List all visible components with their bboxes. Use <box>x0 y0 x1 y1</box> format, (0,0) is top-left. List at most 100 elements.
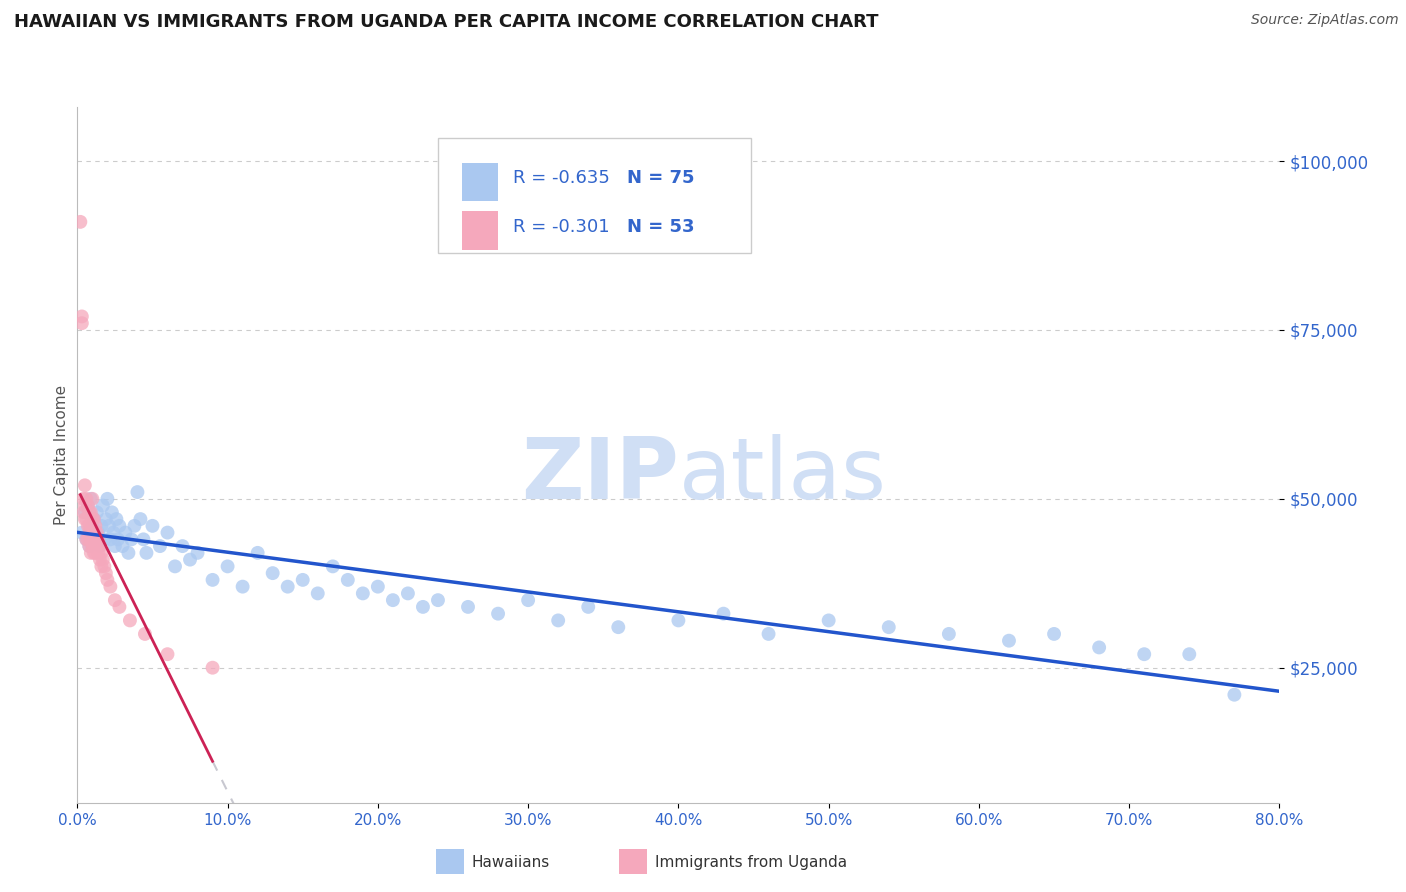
Point <box>104 539 127 553</box>
Point <box>103 525 125 540</box>
Point <box>84 519 107 533</box>
Point <box>91 552 114 566</box>
Point <box>105 512 128 526</box>
Point <box>179 552 201 566</box>
Point <box>149 539 172 553</box>
Point <box>69 215 91 229</box>
Point <box>82 539 104 553</box>
Point <box>82 491 104 506</box>
Point <box>76 533 98 547</box>
Point <box>79 525 101 540</box>
Text: Source: ZipAtlas.com: Source: ZipAtlas.com <box>1251 13 1399 28</box>
Point <box>817 614 839 628</box>
Point <box>336 573 359 587</box>
FancyBboxPatch shape <box>463 211 498 250</box>
Point <box>998 633 1021 648</box>
Point <box>76 499 98 513</box>
Text: N = 53: N = 53 <box>627 218 695 235</box>
Point <box>713 607 735 621</box>
Point <box>80 533 103 547</box>
Point <box>352 586 374 600</box>
Point <box>73 499 96 513</box>
Point <box>201 573 224 587</box>
Point <box>87 525 110 540</box>
Point <box>668 614 690 628</box>
Point <box>89 539 111 553</box>
Point <box>135 546 157 560</box>
Point <box>134 627 156 641</box>
Point <box>104 593 127 607</box>
Point <box>576 599 599 614</box>
Point <box>80 505 103 519</box>
Point <box>547 614 569 628</box>
Point <box>72 491 94 506</box>
Point <box>367 580 389 594</box>
Point <box>91 499 114 513</box>
Point <box>83 539 105 553</box>
Point <box>1178 647 1201 661</box>
Point <box>120 533 142 547</box>
Point <box>86 525 108 540</box>
Point <box>76 519 98 533</box>
Point <box>90 519 112 533</box>
Point <box>156 647 179 661</box>
Point <box>1043 627 1066 641</box>
Point <box>86 539 108 553</box>
Point <box>79 539 101 553</box>
Point <box>124 519 146 533</box>
Point <box>100 580 122 594</box>
Point <box>114 525 136 540</box>
Point <box>73 478 96 492</box>
Point <box>93 559 115 574</box>
Point <box>877 620 900 634</box>
Point <box>108 599 131 614</box>
Text: Immigrants from Uganda: Immigrants from Uganda <box>655 855 848 870</box>
Point <box>70 316 93 330</box>
FancyBboxPatch shape <box>439 138 751 253</box>
Text: HAWAIIAN VS IMMIGRANTS FROM UGANDA PER CAPITA INCOME CORRELATION CHART: HAWAIIAN VS IMMIGRANTS FROM UGANDA PER C… <box>14 13 879 31</box>
Point <box>80 519 103 533</box>
Point <box>127 485 149 500</box>
Point <box>607 620 630 634</box>
Point <box>75 512 97 526</box>
Text: ZIP: ZIP <box>520 434 679 517</box>
Point <box>172 539 194 553</box>
Point <box>201 661 224 675</box>
Point <box>70 310 93 324</box>
Text: atlas: atlas <box>679 434 886 517</box>
Point <box>90 559 112 574</box>
Point <box>84 533 107 547</box>
Point <box>75 533 97 547</box>
Point <box>83 525 105 540</box>
Text: N = 75: N = 75 <box>627 169 695 187</box>
Point <box>111 539 134 553</box>
Point <box>291 573 314 587</box>
Point <box>938 627 960 641</box>
Point <box>217 559 239 574</box>
Point <box>381 593 404 607</box>
Point <box>83 512 105 526</box>
Point <box>89 552 111 566</box>
Point <box>186 546 209 560</box>
Point <box>90 546 112 560</box>
Point <box>73 505 96 519</box>
Point <box>117 546 139 560</box>
Point <box>70 525 93 540</box>
Point <box>83 512 105 526</box>
Point <box>87 546 110 560</box>
Point <box>79 505 101 519</box>
Point <box>73 512 96 526</box>
Point <box>1223 688 1246 702</box>
Point <box>79 539 101 553</box>
Point <box>262 566 284 581</box>
Point <box>89 539 111 553</box>
Point <box>486 607 509 621</box>
Point <box>129 512 152 526</box>
Text: Hawaiians: Hawaiians <box>471 855 550 870</box>
Point <box>87 533 110 547</box>
Point <box>412 599 434 614</box>
Point <box>79 519 101 533</box>
Point <box>758 627 780 641</box>
Point <box>84 546 107 560</box>
Text: R = -0.301: R = -0.301 <box>513 218 609 235</box>
